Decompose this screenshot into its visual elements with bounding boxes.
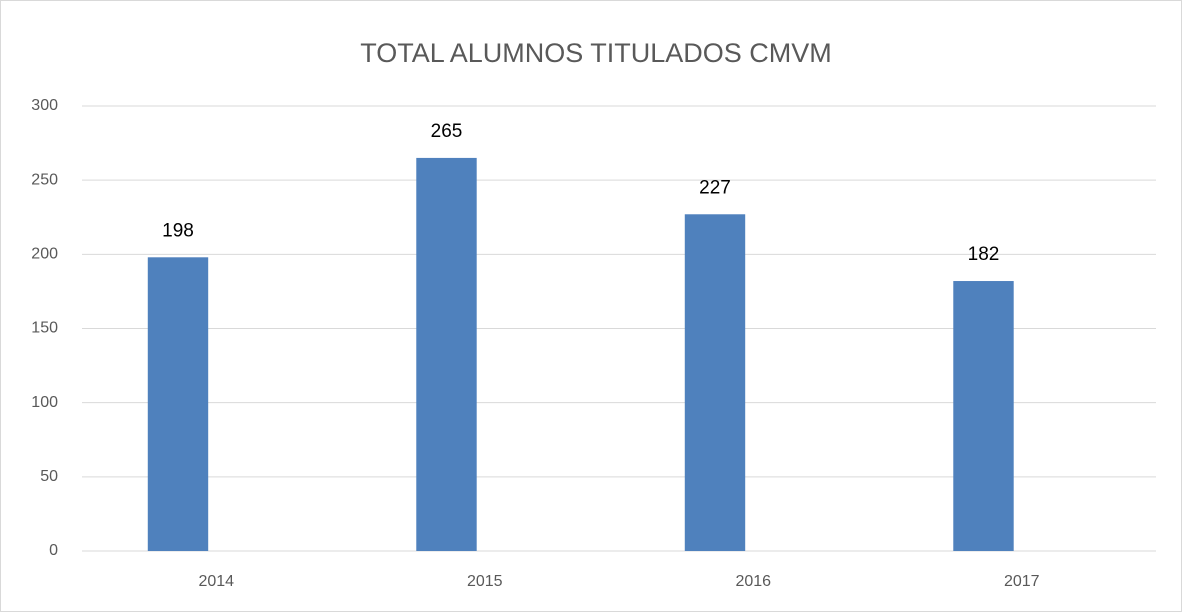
data-label: 198 [162,220,194,241]
data-label: 265 [431,121,463,142]
chart-title: TOTAL ALUMNOS TITULADOS CMVM [360,38,832,68]
data-label: 182 [968,244,1000,265]
y-tick-label: 300 [31,97,58,114]
data-label: 227 [699,177,731,198]
y-tick-label: 0 [49,542,58,559]
y-tick-label: 100 [31,394,58,411]
y-tick-label: 150 [31,320,58,337]
bar [147,257,209,551]
bar [684,214,746,552]
y-tick-label: 250 [31,171,58,188]
y-tick-label: 200 [31,246,58,263]
bar [953,281,1014,551]
y-tick-label: 50 [40,468,58,485]
x-tick-label: 2015 [467,573,503,590]
bar [416,157,477,551]
x-tick-label: 2014 [198,573,234,590]
x-tick-label: 2016 [735,573,771,590]
x-tick-label: 2017 [1004,573,1040,590]
